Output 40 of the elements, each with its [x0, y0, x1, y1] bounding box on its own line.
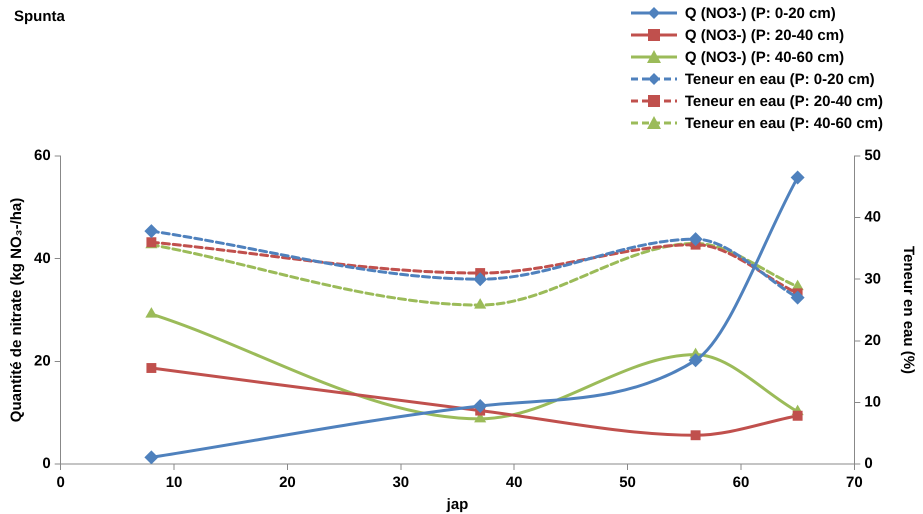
point: [690, 430, 701, 440]
point: [473, 272, 488, 286]
x-tick-label: 0: [56, 474, 65, 492]
point: [790, 290, 805, 305]
y-tick-label: 40: [34, 250, 51, 267]
point: [144, 224, 158, 238]
y-tick-label: 60: [34, 147, 51, 164]
x-tick-label: 50: [619, 474, 636, 492]
legend-label: Q (NO3-) (P: 40-60 cm): [684, 48, 844, 66]
legend-label: Teneur en eau (P: 0-20 cm): [684, 70, 875, 88]
legend-label: Teneur en eau (P: 40-60 cm): [684, 114, 883, 132]
x-tick-label: 20: [279, 474, 296, 492]
legend-label: Q (NO3-) (P: 20-40 cm): [684, 26, 844, 44]
legend-label: Q (NO3-) (P: 0-20 cm): [684, 4, 836, 22]
legend-label: Teneur en eau (P: 20-40 cm): [684, 92, 883, 110]
y-tick-label: 20: [34, 352, 51, 370]
y2-tick-label: 10: [864, 394, 882, 411]
point: [688, 353, 703, 368]
y2-tick-label: 50: [864, 147, 882, 164]
x-tick-label: 30: [392, 474, 410, 492]
y2-tick-label: 40: [864, 208, 882, 226]
y2-axis-title: Teneur en eau (%): [900, 246, 917, 374]
point: [792, 410, 803, 421]
point: [473, 398, 488, 413]
chart-title: Spunta: [14, 8, 65, 25]
x-tick-label: 70: [846, 474, 863, 492]
point: [146, 363, 156, 373]
y-tick-label: 0: [42, 455, 51, 472]
y2-tick-label: 20: [864, 332, 882, 349]
point: [144, 450, 158, 464]
y2-tick-label: 30: [864, 270, 882, 288]
point: [688, 232, 703, 246]
x-axis-title: jap: [446, 496, 468, 514]
point: [474, 298, 486, 309]
x-tick-label: 60: [732, 474, 750, 492]
x-tick-label: 10: [166, 474, 182, 492]
x-tick-label: 40: [506, 474, 523, 492]
point: [790, 170, 805, 185]
y2-tick-label: 0: [864, 455, 873, 472]
y-axis-title: Quantité de nitrate (kg NO₃-/ha): [8, 198, 26, 422]
